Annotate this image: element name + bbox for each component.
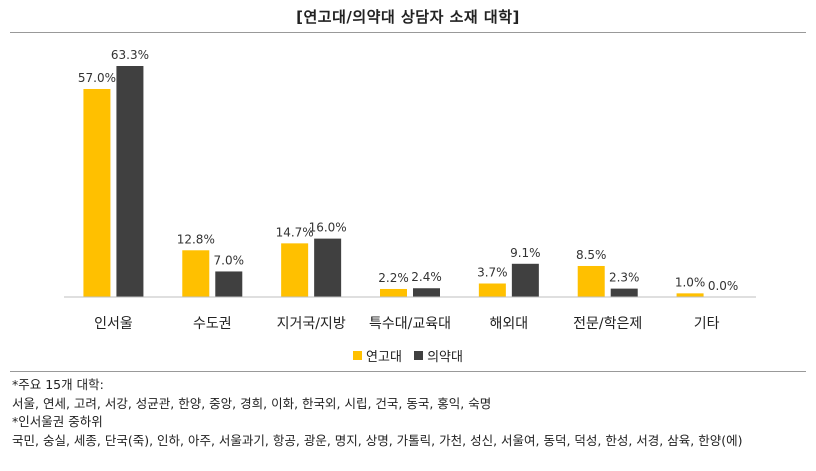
legend-label-series-0: 연고대 bbox=[366, 350, 402, 365]
bar-chart: 57.0% 63.3% 인서울 12.8% 7.0% 수도권 14.7%16.0% 지거국/지… bbox=[64, 48, 756, 332]
category-label-6: 기타 bbox=[694, 316, 720, 332]
bar-series-0-4 bbox=[478, 283, 506, 297]
bar-series-0-5 bbox=[577, 265, 605, 297]
data-label-series-1-1: 7.0% bbox=[214, 253, 245, 267]
bar-series-0-6 bbox=[676, 293, 704, 297]
legend-item-series-1: 의약대 bbox=[414, 346, 463, 365]
bar-series-0-1 bbox=[182, 250, 210, 297]
category-label-0: 인서울 bbox=[94, 316, 133, 332]
data-label-series-1-6: 0.0% bbox=[708, 279, 739, 293]
data-label-series-0-1: 12.8% bbox=[177, 232, 215, 246]
notes-divider bbox=[10, 371, 806, 372]
data-label-series-1-3: 2.4% bbox=[411, 270, 442, 284]
legend-label-series-1: 의약대 bbox=[427, 350, 463, 365]
note-line: *주요 15개 대학: bbox=[12, 377, 104, 392]
data-label-series-0-0: 57.0% bbox=[78, 71, 116, 85]
legend-item-series-0: 연고대 bbox=[353, 346, 402, 365]
chart-title: [연고대/의약대 상담자 소재 대학] bbox=[296, 8, 520, 26]
bar-series-1-1 bbox=[215, 271, 243, 297]
legend-swatch-series-0 bbox=[353, 351, 363, 360]
legend: 연고대 의약대 bbox=[0, 346, 816, 365]
bar-series-1-2 bbox=[314, 238, 342, 297]
data-label-series-1-2: 16.0% bbox=[309, 221, 347, 235]
data-label-series-1-4: 9.1% bbox=[510, 246, 541, 260]
category-label-3: 특수대/교육대 bbox=[369, 316, 451, 332]
category-label-5: 전문/학은제 bbox=[573, 316, 642, 332]
note-line: *인서울권 중하위 bbox=[12, 414, 103, 429]
bar-series-1-3 bbox=[413, 288, 440, 297]
bar-series-1-0 bbox=[116, 66, 144, 297]
bar-series-1-5 bbox=[610, 288, 638, 297]
data-label-series-0-3: 2.2% bbox=[378, 271, 409, 285]
data-label-series-0-4: 3.7% bbox=[477, 265, 508, 279]
bar-series-0-2 bbox=[281, 243, 309, 297]
data-label-series-0-6: 1.0% bbox=[675, 275, 706, 289]
data-label-series-0-5: 8.5% bbox=[576, 248, 607, 262]
data-label-series-0-2: 14.7% bbox=[276, 225, 314, 239]
category-label-2: 지거국/지방 bbox=[277, 316, 346, 332]
legend-swatch-series-1 bbox=[414, 351, 424, 360]
note-line: 국민, 숭실, 세종, 단국(죽), 인하, 아주, 서울과기, 항공, 광운,… bbox=[12, 432, 743, 448]
category-label-4: 해외대 bbox=[490, 316, 529, 332]
bar-series-0-0 bbox=[83, 88, 111, 297]
category-label-1: 수도권 bbox=[193, 316, 232, 332]
data-label-series-1-5: 2.3% bbox=[609, 271, 640, 285]
footnotes: *주요 15개 대학: 서울, 연세, 고려, 서강, 성균관, 한양, 중앙,… bbox=[12, 376, 808, 450]
data-label-series-1-0: 63.3% bbox=[111, 48, 149, 62]
title-divider bbox=[10, 32, 806, 33]
note-line: 서울, 연세, 고려, 서강, 성균관, 한양, 중앙, 경희, 이화, 한국외… bbox=[12, 395, 492, 411]
bar-series-1-4 bbox=[511, 263, 539, 297]
bar-series-0-3 bbox=[380, 288, 407, 297]
